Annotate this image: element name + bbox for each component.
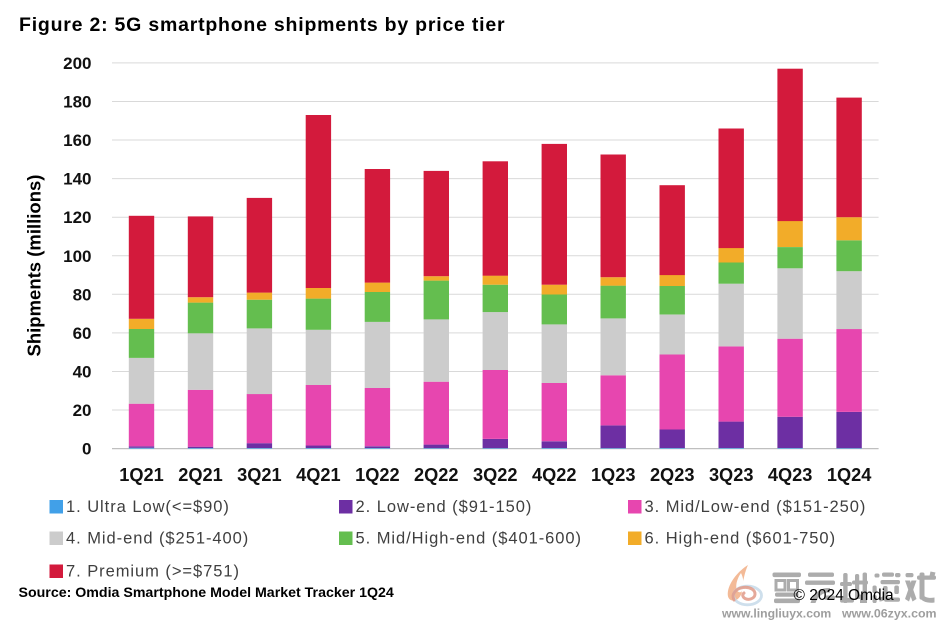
- svg-text:1Q21: 1Q21: [119, 465, 164, 485]
- svg-text:5. Mid/High-end ($401-600): 5. Mid/High-end ($401-600): [356, 530, 582, 548]
- svg-text:3Q22: 3Q22: [473, 465, 518, 485]
- svg-text:4Q23: 4Q23: [768, 465, 813, 485]
- svg-text:100: 100: [63, 247, 91, 266]
- svg-text:60: 60: [73, 324, 92, 343]
- svg-text:4Q22: 4Q22: [532, 465, 577, 485]
- svg-text:www.lingliuyx.com: www.lingliuyx.com: [721, 607, 831, 621]
- svg-text:1Q23: 1Q23: [591, 465, 636, 485]
- svg-text:40: 40: [73, 363, 92, 382]
- svg-text:1Q22: 1Q22: [355, 465, 400, 485]
- svg-text:3Q21: 3Q21: [237, 465, 282, 485]
- svg-text:2Q22: 2Q22: [414, 465, 459, 485]
- svg-text:140: 140: [63, 170, 91, 189]
- svg-text:120: 120: [63, 208, 91, 227]
- svg-text:4Q21: 4Q21: [296, 465, 341, 485]
- svg-text:© 2024 Omdia: © 2024 Omdia: [794, 587, 895, 604]
- svg-text:Figure 2: 5G smartphone shipme: Figure 2: 5G smartphone shipments by pri…: [19, 14, 505, 36]
- svg-text:www.06zyx.com: www.06zyx.com: [841, 607, 937, 621]
- svg-text:Shipments (millions): Shipments (millions): [24, 175, 45, 357]
- svg-text:1. Ultra Low(<=$90): 1. Ultra Low(<=$90): [66, 498, 230, 516]
- svg-text:3. Mid/Low-end ($151-250): 3. Mid/Low-end ($151-250): [645, 498, 867, 516]
- svg-text:1Q24: 1Q24: [827, 465, 872, 485]
- svg-text:Source: Omdia Smartphone Model: Source: Omdia Smartphone Model Market Tr…: [19, 585, 394, 601]
- svg-text:20: 20: [73, 401, 92, 420]
- svg-text:200: 200: [63, 54, 91, 73]
- svg-text:180: 180: [63, 93, 91, 112]
- svg-text:6. High-end ($601-750): 6. High-end ($601-750): [645, 530, 837, 548]
- svg-text:160: 160: [63, 131, 91, 150]
- svg-text:2Q21: 2Q21: [178, 465, 223, 485]
- svg-text:2Q23: 2Q23: [650, 465, 695, 485]
- svg-text:7. Premium (>=$751): 7. Premium (>=$751): [66, 563, 240, 581]
- svg-text:2. Low-end ($91-150): 2. Low-end ($91-150): [356, 498, 533, 516]
- svg-text:3Q23: 3Q23: [709, 465, 754, 485]
- svg-text:80: 80: [73, 285, 92, 304]
- svg-text:0: 0: [82, 440, 91, 459]
- svg-text:4. Mid-end ($251-400): 4. Mid-end ($251-400): [66, 530, 249, 548]
